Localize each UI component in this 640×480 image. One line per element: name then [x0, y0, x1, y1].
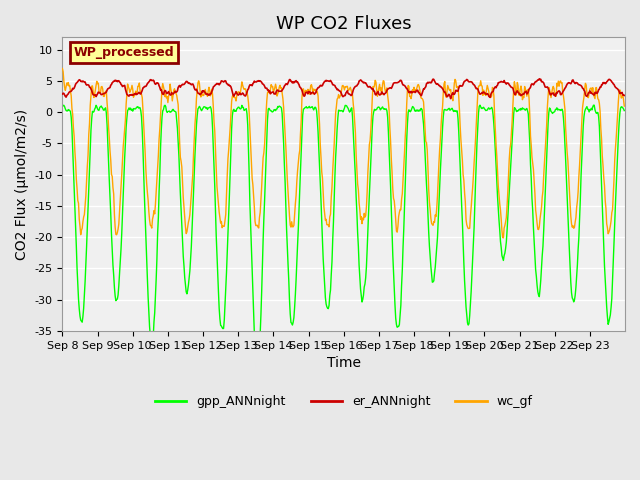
- gpp_ANNnight: [254, 362, 262, 368]
- gpp_ANNnight: [620, 108, 628, 113]
- wc_gf: [59, 66, 67, 72]
- wc_gf: [125, 84, 132, 90]
- er_ANNnight: [228, 86, 236, 92]
- er_ANNnight: [401, 84, 409, 89]
- Line: wc_gf: wc_gf: [63, 69, 624, 238]
- gpp_ANNnight: [278, 105, 285, 111]
- gpp_ANNnight: [402, 159, 410, 165]
- X-axis label: Time: Time: [326, 356, 361, 370]
- gpp_ANNnight: [257, 331, 264, 336]
- er_ANNnight: [536, 76, 543, 82]
- wc_gf: [433, 205, 440, 211]
- er_ANNnight: [255, 78, 263, 84]
- er_ANNnight: [447, 96, 454, 101]
- Line: er_ANNnight: er_ANNnight: [63, 79, 624, 98]
- er_ANNnight: [59, 91, 67, 97]
- Line: gpp_ANNnight: gpp_ANNnight: [63, 105, 624, 365]
- er_ANNnight: [277, 88, 285, 94]
- Legend: gpp_ANNnight, er_ANNnight, wc_gf: gpp_ANNnight, er_ANNnight, wc_gf: [150, 390, 538, 413]
- er_ANNnight: [125, 93, 132, 99]
- gpp_ANNnight: [228, 126, 236, 132]
- wc_gf: [401, 134, 409, 140]
- Y-axis label: CO2 Flux (μmol/m2/s): CO2 Flux (μmol/m2/s): [15, 108, 29, 260]
- er_ANNnight: [620, 93, 628, 98]
- gpp_ANNnight: [434, 235, 442, 240]
- gpp_ANNnight: [59, 104, 67, 109]
- wc_gf: [255, 215, 263, 220]
- Text: WP_processed: WP_processed: [74, 46, 174, 59]
- wc_gf: [277, 85, 285, 91]
- wc_gf: [620, 103, 628, 109]
- Title: WP CO2 Fluxes: WP CO2 Fluxes: [276, 15, 412, 33]
- er_ANNnight: [433, 82, 440, 87]
- gpp_ANNnight: [125, 107, 132, 112]
- wc_gf: [228, 98, 236, 104]
- wc_gf: [500, 235, 508, 241]
- gpp_ANNnight: [476, 102, 484, 108]
